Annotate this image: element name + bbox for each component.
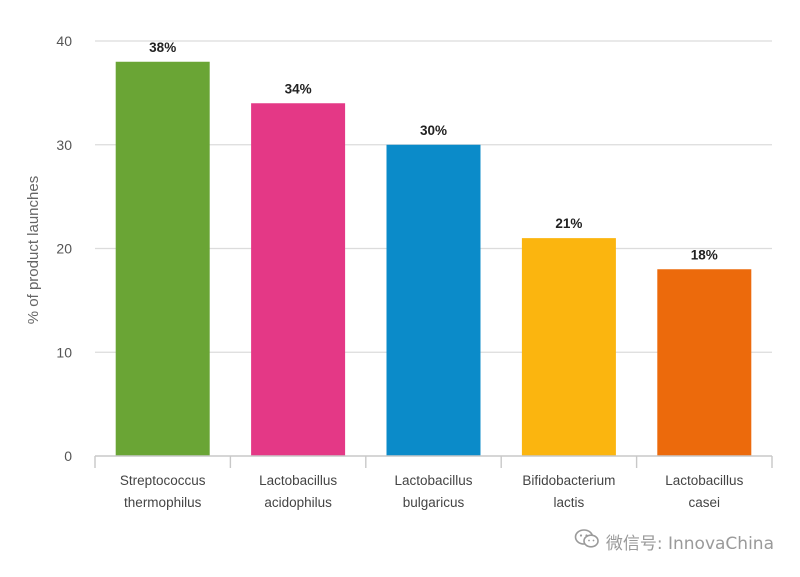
category-label: Lactobacillus bbox=[665, 473, 743, 488]
bar bbox=[115, 61, 210, 456]
y-tick-label: 40 bbox=[56, 33, 72, 49]
category-label: lactis bbox=[554, 495, 585, 510]
category-label: bulgaricus bbox=[403, 495, 465, 510]
data-label: 18% bbox=[691, 247, 718, 262]
bar bbox=[657, 269, 752, 456]
category-label: Lactobacillus bbox=[394, 473, 472, 488]
category-label: casei bbox=[689, 495, 721, 510]
data-label: 21% bbox=[555, 216, 582, 231]
watermark: 微信号: InnovaChina bbox=[574, 528, 774, 555]
data-label: 30% bbox=[420, 123, 447, 138]
category-labels: Streptococcus thermophilus Lactobacillus ac… bbox=[120, 473, 744, 510]
category-label: thermophilus bbox=[124, 495, 202, 510]
bar bbox=[386, 144, 481, 456]
bars: 38% 34% 30% 21% 18% bbox=[115, 40, 752, 456]
watermark-text: 微信号: InnovaChina bbox=[605, 534, 774, 554]
category-label: Streptococcus bbox=[120, 473, 206, 488]
category-label: Bifidobacterium bbox=[522, 473, 615, 488]
y-tick-label: 20 bbox=[56, 241, 72, 257]
category-label: acidophilus bbox=[264, 495, 332, 510]
x-axis bbox=[94, 455, 773, 468]
y-tick-label: 10 bbox=[56, 344, 72, 360]
y-axis-ticks: 0 10 20 30 40 bbox=[56, 33, 72, 464]
bar bbox=[251, 103, 346, 456]
category-label: Lactobacillus bbox=[259, 473, 337, 488]
wechat-icon bbox=[574, 528, 600, 555]
y-tick-label: 30 bbox=[56, 137, 72, 153]
bar bbox=[521, 238, 616, 456]
data-label: 34% bbox=[285, 81, 312, 96]
y-axis-label: % of product launches bbox=[25, 176, 42, 324]
y-tick-label: 0 bbox=[64, 448, 72, 464]
data-label: 38% bbox=[149, 40, 176, 55]
